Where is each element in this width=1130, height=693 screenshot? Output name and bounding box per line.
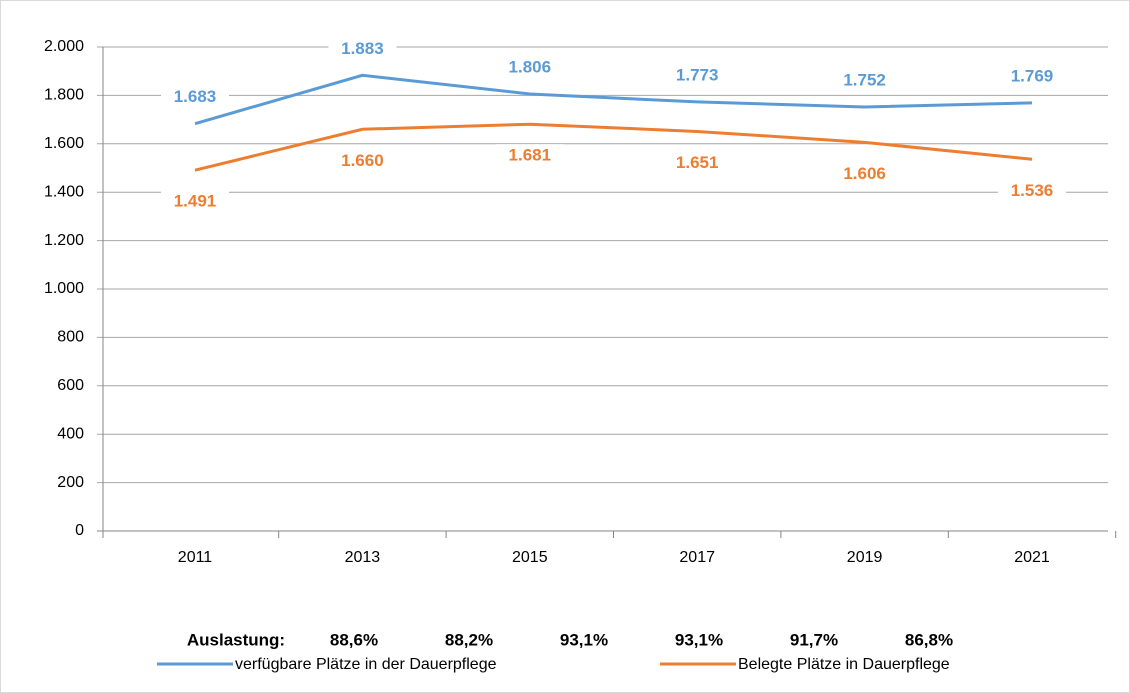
data-label: 1.683	[174, 87, 217, 106]
label-bg	[663, 151, 732, 176]
label-bg	[495, 55, 564, 80]
x-tick-label: 2011	[178, 549, 213, 566]
label-bg	[830, 162, 899, 187]
y-tick-label: 1.200	[44, 232, 84, 249]
data-label: 1.606	[843, 164, 886, 183]
y-tick-label: 1.000	[44, 280, 84, 297]
y-tick-label: 1.800	[44, 87, 84, 104]
x-tick-label: 2015	[512, 549, 548, 566]
legend-label: Belegte Plätze in Dauerpflege	[738, 656, 950, 673]
utilization-value: 93,1%	[675, 630, 723, 649]
data-label: 1.769	[1011, 66, 1054, 85]
x-tick-label: 2019	[847, 549, 883, 566]
label-bg	[161, 190, 229, 215]
series-line	[194, 122, 1033, 172]
y-tick-label: 1.400	[44, 183, 84, 200]
label-bg	[495, 144, 564, 169]
data-label: 1.536	[1011, 181, 1054, 200]
data-label: 1.806	[509, 57, 552, 76]
y-tick-label: 2.000	[44, 38, 84, 55]
series-line	[194, 73, 1033, 126]
label-bg	[328, 149, 397, 174]
utilization-value: 86,8%	[905, 630, 953, 649]
x-tick-label: 2013	[345, 549, 381, 566]
utilization-value: 93,1%	[560, 630, 608, 649]
label-bg	[830, 69, 899, 94]
utilization-value: 91,7%	[790, 630, 838, 649]
data-label: 1.660	[341, 151, 384, 170]
y-tick-label: 600	[57, 377, 84, 394]
data-label: 1.681	[509, 146, 552, 165]
utilization-label: Auslastung:	[187, 630, 285, 649]
label-bg	[998, 64, 1066, 89]
label-bg	[663, 63, 732, 88]
utilization-value: 88,2%	[445, 630, 493, 649]
data-label: 1.752	[843, 71, 886, 90]
y-tick-label: 800	[57, 329, 84, 346]
label-bg	[328, 37, 397, 62]
data-label: 1.883	[341, 39, 384, 58]
y-tick-label: 1.600	[44, 135, 84, 152]
utilization-value: 88,6%	[330, 630, 378, 649]
legend-label: verfügbare Plätze in der Dauerpflege	[235, 656, 497, 673]
data-label: 1.651	[676, 153, 719, 172]
y-tick-label: 200	[57, 474, 84, 491]
data-label: 1.491	[174, 192, 217, 211]
y-tick-label: 0	[75, 522, 84, 539]
label-bg	[998, 179, 1066, 204]
y-tick-label: 400	[57, 425, 84, 442]
x-tick-label: 2021	[1014, 549, 1050, 566]
data-label: 1.773	[676, 65, 719, 84]
x-tick-label: 2017	[679, 549, 715, 566]
label-bg	[161, 85, 229, 110]
